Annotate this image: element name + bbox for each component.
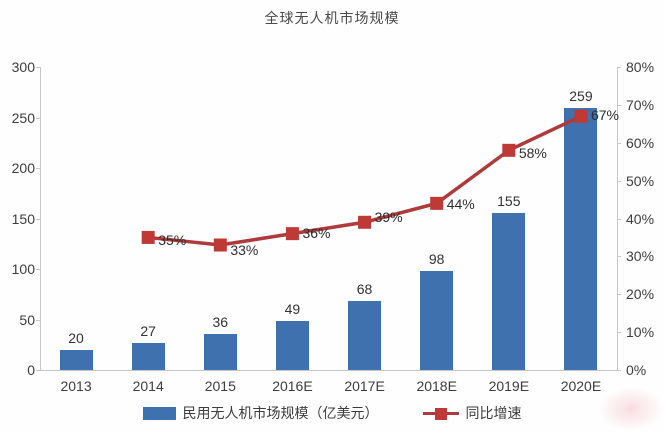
bar-2020E (564, 108, 598, 370)
x-axis-label-2014: 2014 (132, 378, 164, 394)
right-axis-tick (617, 104, 621, 106)
bar-value-label: 49 (284, 300, 301, 317)
right-axis-tick (617, 332, 621, 334)
left-axis-tick (36, 117, 40, 119)
x-axis-label-2015: 2015 (204, 378, 236, 394)
bar-2013 (59, 349, 93, 370)
legend-bar-label: 民用无人机市场规模（亿美元） (182, 405, 379, 421)
left-axis-tick (36, 370, 40, 371)
bar-value-label: 36 (212, 313, 229, 330)
bar-series-swatch-icon (142, 406, 176, 420)
bar-2015 (203, 333, 237, 370)
right-axis-tick (617, 370, 621, 371)
left-axis-tick (36, 218, 40, 220)
right-axis-tick-label: 0% (626, 362, 647, 378)
line-marker (141, 230, 155, 244)
chart-title: 全球无人机市场规模 (264, 10, 400, 26)
left-axis-tick (36, 269, 40, 270)
bar-value-label: 27 (140, 322, 156, 339)
left-axis-line (40, 67, 41, 370)
x-axis-label-2020E: 2020E (560, 378, 602, 394)
left-axis-tick-label: 250 (11, 109, 35, 126)
right-axis-tick-label: 60% (626, 134, 655, 151)
line-series-swatch-icon (422, 407, 459, 420)
bar-2019E (492, 213, 526, 370)
bar-2014 (131, 342, 165, 370)
right-axis-tick (617, 142, 621, 144)
bar-2018E (420, 271, 454, 370)
line-marker (213, 238, 227, 252)
growth-value-label: 35% (158, 232, 187, 249)
bar-2016E (275, 320, 309, 370)
right-axis-tick-label: 70% (626, 96, 655, 113)
right-axis-tick (617, 67, 621, 68)
x-axis-label-2013: 2013 (60, 378, 92, 394)
x-axis-label-2016E: 2016E (272, 378, 313, 394)
left-axis-tick (36, 319, 40, 321)
bar-2017E (348, 301, 382, 370)
bar-value-label: 98 (428, 251, 445, 268)
right-axis-tick (617, 180, 621, 182)
left-axis-tick-label: 150 (11, 210, 35, 227)
right-axis-tick-label: 40% (626, 210, 655, 227)
right-axis-tick (617, 256, 621, 258)
legend-item-bar-series: 民用无人机市场规模（亿美元） (142, 403, 379, 423)
growth-value-label: 67% (590, 107, 619, 124)
growth-value-label: 33% (230, 242, 259, 258)
legend-line-label: 同比增速 (465, 405, 522, 421)
x-axis-label-2019E: 2019E (488, 378, 530, 394)
left-axis-tick-label: 100 (11, 261, 35, 277)
right-axis-tick-label: 10% (626, 324, 655, 341)
line-marker (430, 196, 444, 210)
left-axis-tick-label: 50 (19, 311, 35, 328)
left-axis-tick-label: 200 (11, 160, 35, 176)
line-marker (574, 109, 588, 123)
bar-value-label: 20 (68, 329, 84, 346)
growth-value-label: 36% (302, 224, 331, 241)
growth-value-label: 58% (518, 145, 547, 162)
bar-value-label: 155 (497, 193, 521, 210)
bar-value-label: 259 (569, 88, 593, 105)
chart-legend: 民用无人机市场规模（亿美元） 同比增速 (0, 401, 664, 425)
growth-value-label: 44% (446, 196, 475, 213)
line-marker (285, 227, 299, 241)
right-axis-tick-label: 30% (626, 248, 655, 265)
left-axis-tick-label: 300 (11, 59, 35, 75)
left-axis-tick-label: 0 (27, 362, 35, 378)
right-axis-tick-label: 20% (626, 286, 655, 303)
right-axis-tick-label: 80% (626, 59, 655, 75)
legend-item-line-series: 同比增速 (422, 403, 522, 423)
x-axis-label-2018E: 2018E (416, 378, 457, 394)
x-axis-label-2017E: 2017E (344, 378, 385, 394)
line-marker (502, 143, 516, 157)
x-axis-line (40, 370, 618, 371)
left-axis-tick (36, 168, 40, 169)
right-axis-tick (617, 294, 621, 296)
line-marker (358, 215, 372, 229)
right-axis-tick (617, 218, 621, 220)
growth-value-label: 39% (374, 209, 403, 226)
right-axis-tick-label: 50% (626, 172, 655, 189)
bar-value-label: 68 (356, 281, 373, 298)
left-axis-tick (36, 67, 40, 68)
